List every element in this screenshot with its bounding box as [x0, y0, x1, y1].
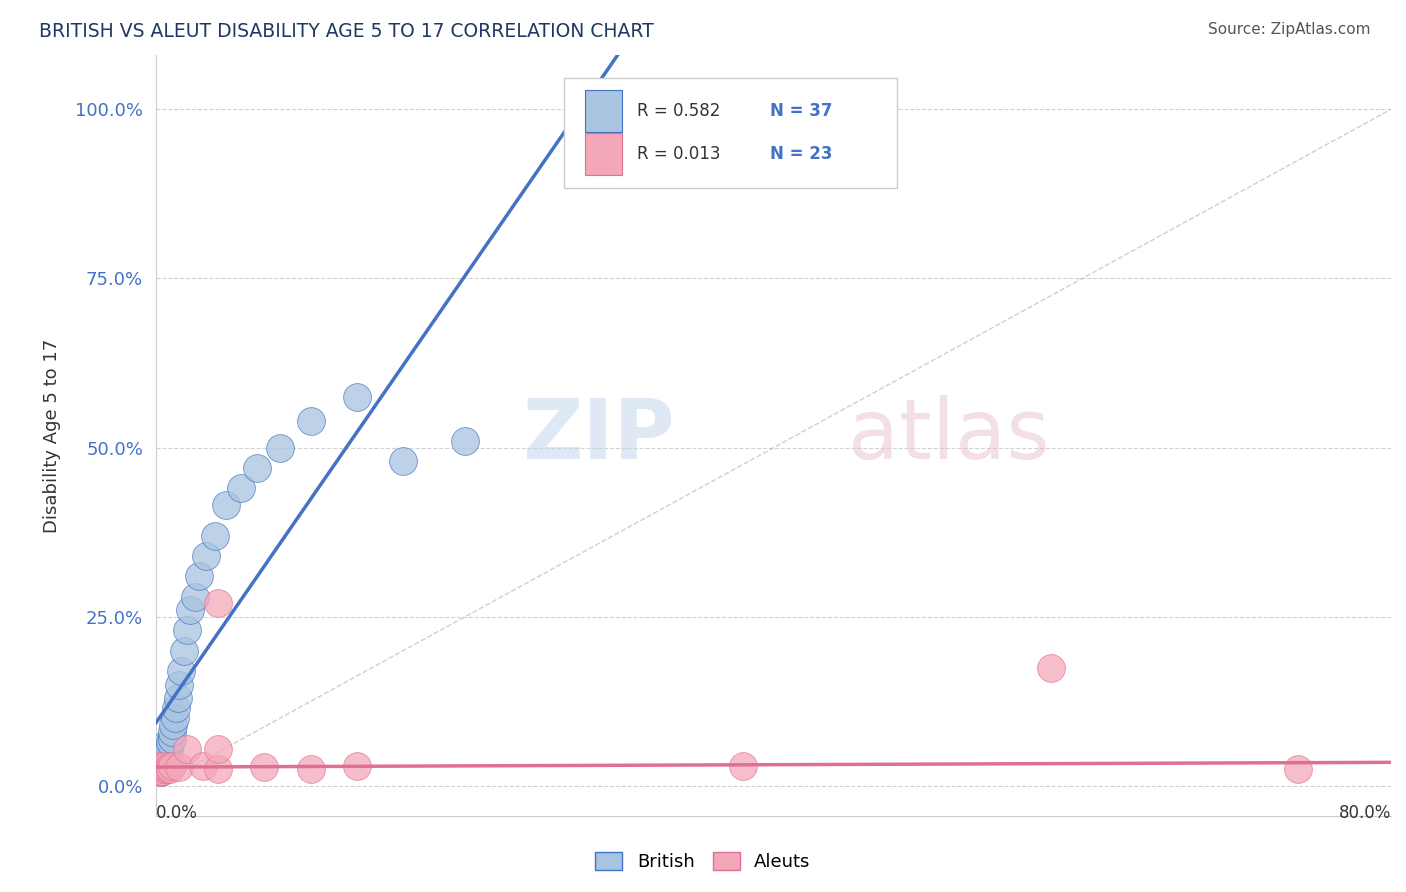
Point [1286, 762, 1309, 776]
Point [454, 434, 477, 448]
Point [149, 752, 172, 766]
Point [160, 731, 183, 746]
Point [346, 390, 368, 404]
Point [153, 762, 176, 776]
Point [149, 765, 172, 780]
Point [194, 549, 217, 563]
Point [269, 441, 291, 455]
Point [150, 758, 173, 772]
Point [392, 454, 415, 468]
Point [153, 745, 176, 759]
Point [149, 765, 172, 780]
Point [160, 724, 183, 739]
Point [170, 664, 193, 678]
Point [299, 414, 322, 428]
Point [245, 461, 267, 475]
Text: ZIP: ZIP [522, 395, 675, 476]
Point [156, 752, 179, 766]
Point [169, 677, 191, 691]
Text: 0.0%: 0.0% [156, 805, 198, 822]
Point [214, 498, 236, 512]
FancyBboxPatch shape [564, 78, 897, 188]
Point [156, 762, 179, 776]
Text: 80.0%: 80.0% [1339, 805, 1391, 822]
Point [169, 760, 191, 774]
Point [160, 758, 183, 772]
Point [155, 739, 177, 753]
Bar [585, 90, 621, 132]
Point [207, 762, 229, 776]
Point [155, 758, 177, 772]
Text: Source: ZipAtlas.com: Source: ZipAtlas.com [1208, 22, 1371, 37]
Point [173, 643, 195, 657]
Point [207, 596, 229, 610]
Point [176, 741, 198, 756]
Text: R = 0.582: R = 0.582 [637, 102, 720, 120]
Point [157, 760, 180, 774]
Text: R = 0.013: R = 0.013 [637, 145, 720, 163]
Point [166, 691, 188, 706]
Point [155, 756, 177, 770]
Point [176, 624, 198, 638]
Text: N = 23: N = 23 [770, 145, 832, 163]
Point [229, 481, 252, 495]
Point [253, 760, 276, 774]
Point [188, 569, 211, 583]
Point [1040, 660, 1063, 674]
Point [148, 756, 170, 770]
Point [146, 758, 169, 772]
Bar [585, 133, 621, 175]
Point [163, 711, 186, 725]
Point [204, 528, 226, 542]
Point [207, 741, 229, 756]
Point [159, 735, 181, 749]
Y-axis label: Disability Age 5 to 17: Disability Age 5 to 17 [44, 339, 60, 533]
Point [153, 762, 176, 776]
Point [148, 762, 170, 776]
Point [165, 701, 187, 715]
Text: atlas: atlas [848, 395, 1049, 476]
Point [150, 748, 173, 763]
Text: N = 37: N = 37 [770, 102, 832, 120]
Point [162, 718, 184, 732]
Point [184, 590, 207, 604]
Point [157, 741, 180, 756]
Point [146, 758, 169, 772]
Point [346, 758, 368, 772]
Legend: British, Aleuts: British, Aleuts [588, 845, 818, 879]
Point [159, 762, 181, 776]
Point [731, 758, 754, 772]
Point [191, 758, 214, 772]
Point [149, 760, 172, 774]
Point [148, 762, 170, 776]
Point [150, 764, 173, 778]
Point [299, 762, 322, 776]
Point [179, 603, 201, 617]
Text: BRITISH VS ALEUT DISABILITY AGE 5 TO 17 CORRELATION CHART: BRITISH VS ALEUT DISABILITY AGE 5 TO 17 … [39, 22, 654, 41]
